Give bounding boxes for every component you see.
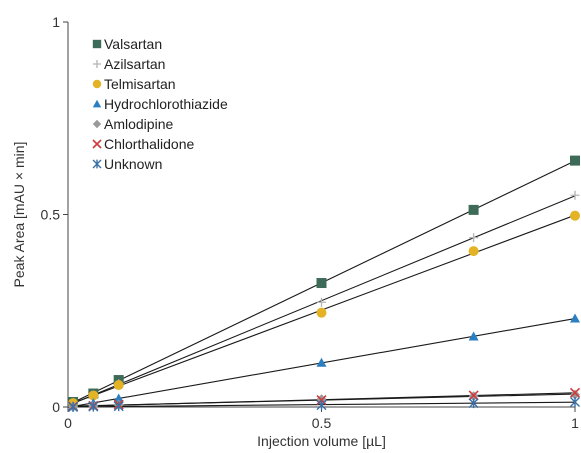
data-point-telmisartan	[468, 246, 479, 257]
legend-label: Valsartan	[104, 36, 162, 52]
x-tick-label: 0.5	[312, 415, 332, 431]
legend-label: Telmisartan	[104, 76, 176, 92]
series-valsartan	[68, 155, 580, 407]
data-points	[68, 155, 581, 412]
y-tick-label: 0	[52, 399, 60, 415]
legend-item: Hydrochlorothiazide	[92, 96, 228, 112]
data-point-azilsartan	[469, 233, 479, 243]
data-point-unknown	[88, 401, 99, 412]
data-point-telmisartan	[88, 390, 99, 401]
data-point-unknown	[113, 401, 124, 412]
legend-item: Unknown	[92, 156, 162, 172]
data-point-unknown	[68, 402, 79, 412]
data-point-hydrochlorothiazide	[316, 357, 327, 367]
legend-label: Azilsartan	[104, 56, 165, 72]
data-point-chlorthalidone	[468, 390, 479, 401]
x-tick-label: 1	[571, 415, 579, 431]
data-point-telmisartan	[316, 307, 327, 318]
data-point-telmisartan	[113, 380, 124, 391]
legend-marker-telmisartan	[92, 79, 102, 89]
legend-marker-hydrochlorothiazide	[92, 99, 102, 108]
legend: Valsartan Azilsartan Telmisartan Hydrochlor…	[92, 36, 228, 172]
data-point-azilsartan	[570, 190, 580, 200]
legend-label: Amlodipine	[104, 116, 173, 132]
data-point-valsartan	[468, 204, 479, 215]
y-axis-title: Peak Area [mAU × min]	[11, 142, 27, 288]
data-point-valsartan	[570, 155, 580, 166]
ticks: 0 0.5 1 0 0.5 1	[41, 14, 580, 431]
data-point-hydrochlorothiazide	[570, 313, 580, 323]
legend-item: Chlorthalidone	[92, 136, 194, 152]
data-point-valsartan	[316, 278, 327, 289]
series-telmisartan	[68, 210, 580, 409]
legend-label: Unknown	[104, 156, 162, 172]
y-tick-label: 1	[52, 14, 60, 30]
x-axis-title: Injection volume [µL]	[257, 433, 386, 449]
legend-item: Valsartan	[92, 36, 162, 52]
data-point-amlodipine	[570, 389, 580, 400]
series-azilsartan	[68, 190, 580, 408]
data-point-unknown	[570, 397, 580, 407]
legend-marker-chlorthalidone	[92, 139, 102, 149]
data-point-hydrochlorothiazide	[468, 331, 479, 341]
legend-item: Amlodipine	[92, 116, 173, 132]
data-point-chlorthalidone	[569, 387, 581, 398]
legend-marker-azilsartan	[93, 60, 101, 68]
data-point-unknown	[468, 398, 479, 409]
legend-marker-amlodipine	[92, 119, 102, 129]
legend-marker-valsartan	[92, 39, 102, 49]
legend-marker-unknown	[92, 159, 102, 169]
data-point-unknown	[316, 400, 327, 411]
legend-item: Azilsartan	[93, 56, 165, 72]
data-point-telmisartan	[570, 210, 580, 221]
legend-item: Telmisartan	[92, 76, 176, 92]
data-point-chlorthalidone	[316, 395, 327, 406]
legend-label: Hydrochlorothiazide	[104, 96, 228, 112]
data-point-hydrochlorothiazide	[113, 393, 124, 403]
series-unknown	[68, 397, 580, 412]
y-tick-label: 0.5	[41, 207, 61, 223]
data-point-azilsartan	[317, 297, 326, 307]
legend-label: Chlorthalidone	[104, 136, 194, 152]
x-tick-label: 0	[64, 415, 72, 431]
